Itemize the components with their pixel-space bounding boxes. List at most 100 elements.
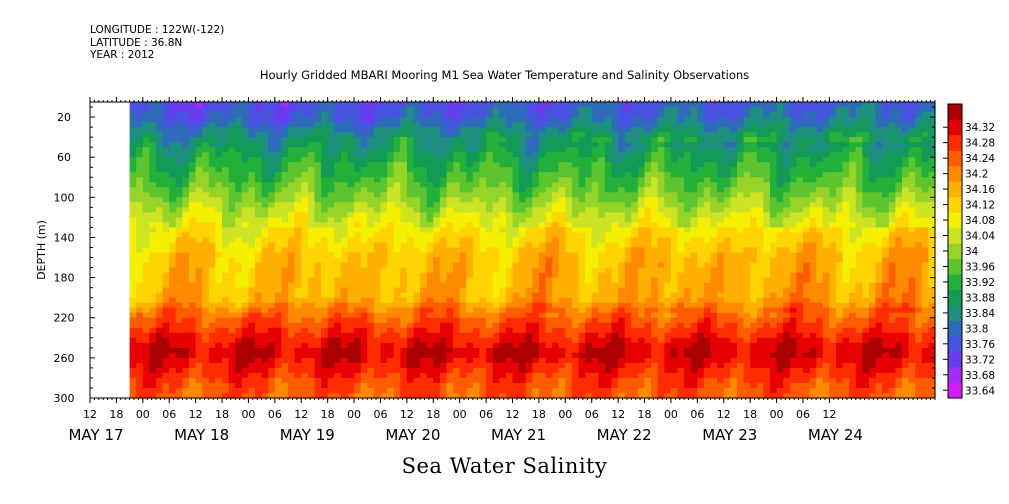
heatmap-cell — [604, 322, 613, 329]
heatmap-cell — [505, 122, 514, 128]
heatmap-cell — [670, 367, 679, 374]
heatmap-cell — [334, 322, 342, 329]
heatmap-cell — [433, 167, 441, 173]
heatmap-cell — [545, 252, 553, 259]
heatmap-cell — [182, 327, 190, 334]
heatmap-cell — [598, 147, 606, 153]
heatmap-cell — [162, 117, 170, 123]
heatmap-cell — [334, 367, 342, 374]
heatmap-cell — [360, 237, 368, 244]
heatmap-cell — [169, 137, 177, 143]
heatmap-cell — [525, 162, 533, 168]
heatmap-cell — [552, 332, 560, 339]
heatmap-cell — [142, 132, 150, 138]
heatmap-cell — [129, 232, 137, 238]
heatmap-cell — [380, 282, 388, 289]
heatmap-cell — [321, 267, 329, 274]
heatmap-cell — [235, 137, 243, 143]
heatmap-cell — [479, 197, 487, 203]
heatmap-cell — [334, 267, 342, 274]
heatmap-cell — [268, 282, 276, 289]
heatmap-cell — [618, 237, 626, 244]
heatmap-cell — [241, 352, 249, 359]
heatmap-cell — [268, 142, 276, 148]
heatmap-cell — [208, 172, 216, 178]
heatmap-cell — [268, 347, 276, 354]
heatmap-cell — [545, 382, 553, 389]
heatmap-cell — [525, 147, 533, 153]
heatmap-cell — [571, 227, 580, 233]
heatmap-cell — [492, 247, 500, 254]
heatmap-cell — [288, 267, 296, 274]
heatmap-cell — [598, 262, 606, 269]
heatmap-cell — [373, 197, 382, 203]
heatmap-cell — [466, 152, 474, 158]
heatmap-cell — [175, 247, 183, 254]
heatmap-cell — [294, 267, 302, 274]
heatmap-cell — [307, 382, 316, 389]
heatmap-cell — [644, 317, 652, 324]
heatmap-cell — [406, 262, 415, 269]
heatmap-cell — [413, 107, 421, 113]
heatmap-cell — [274, 332, 282, 339]
heatmap-cell — [255, 272, 263, 279]
heatmap-cell — [486, 132, 494, 138]
heatmap-cell — [413, 252, 421, 259]
heatmap-cell — [472, 192, 481, 198]
heatmap-cell — [512, 117, 520, 123]
heatmap-cell — [202, 152, 210, 158]
heatmap-cell — [215, 132, 223, 138]
heatmap-cell — [525, 142, 533, 148]
heatmap-cell — [591, 227, 599, 233]
heatmap-cell — [472, 393, 481, 399]
heatmap-cell — [651, 142, 659, 148]
heatmap-cell — [657, 177, 665, 183]
heatmap-cell — [268, 152, 276, 158]
heatmap-cell — [637, 372, 646, 379]
heatmap-cell — [538, 342, 547, 349]
heatmap-cell — [591, 347, 599, 354]
heatmap-cell — [202, 252, 210, 259]
heatmap-cell — [340, 182, 349, 188]
heatmap-cell — [360, 347, 368, 354]
heatmap-cell — [393, 212, 401, 218]
heatmap-cell — [149, 127, 157, 133]
heatmap-cell — [321, 162, 329, 168]
heatmap-cell — [136, 182, 144, 188]
heatmap-cell — [505, 222, 514, 228]
heatmap-cell — [393, 222, 401, 228]
heatmap-cell — [512, 262, 520, 269]
heatmap-cell — [479, 112, 487, 118]
heatmap-cell — [380, 322, 388, 329]
heatmap-cell — [439, 332, 448, 339]
heatmap-cell — [261, 302, 269, 309]
heatmap-cell — [426, 182, 434, 188]
heatmap-cell — [373, 237, 382, 244]
heatmap-cell — [334, 147, 342, 153]
heatmap-cell — [261, 112, 269, 118]
heatmap-cell — [472, 247, 481, 254]
heatmap-cell — [585, 247, 593, 254]
heatmap-cell — [195, 152, 203, 158]
heatmap-cell — [426, 107, 434, 113]
heatmap-cell — [624, 232, 632, 238]
heatmap-cell — [215, 332, 223, 339]
heatmap-cell — [433, 342, 441, 349]
heatmap-cell — [618, 107, 626, 113]
heatmap-cell — [420, 192, 428, 198]
heatmap-cell — [288, 107, 296, 113]
heatmap-cell — [156, 252, 164, 259]
heatmap-cell — [228, 277, 236, 284]
heatmap-cell — [532, 222, 540, 228]
heatmap-cell — [677, 352, 685, 359]
heatmap-cell — [525, 267, 533, 274]
heatmap-cell — [466, 127, 474, 133]
heatmap-cell — [472, 352, 481, 359]
heatmap-cell — [136, 287, 144, 294]
heatmap-cell — [367, 322, 375, 329]
heatmap-cell — [525, 172, 533, 178]
heatmap-cell — [314, 267, 322, 274]
heatmap-cell — [373, 212, 382, 218]
heatmap-cell — [651, 252, 659, 259]
heatmap-cell — [499, 372, 507, 379]
